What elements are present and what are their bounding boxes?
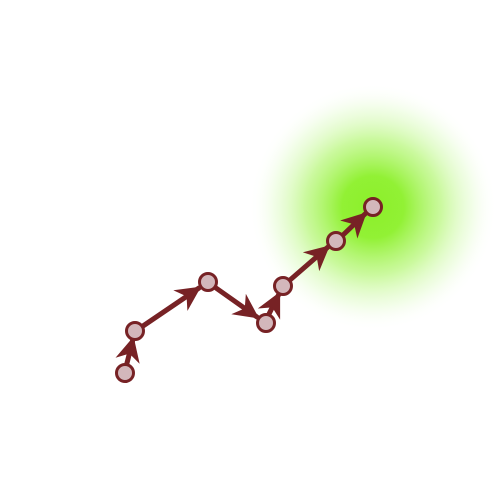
path-node — [273, 276, 293, 296]
path-node — [198, 272, 218, 292]
path-edge — [140, 285, 202, 329]
path-nodes — [115, 197, 383, 383]
path-edges — [115, 211, 368, 370]
path-node — [256, 313, 276, 333]
path-edge — [115, 336, 140, 370]
path-edge — [287, 244, 331, 283]
path-node — [125, 321, 145, 341]
path-node-final — [363, 197, 383, 217]
path-node — [115, 363, 135, 383]
path-edge — [340, 211, 368, 239]
path-node — [326, 231, 346, 251]
path-edge — [213, 285, 260, 320]
path-edge — [257, 291, 282, 320]
